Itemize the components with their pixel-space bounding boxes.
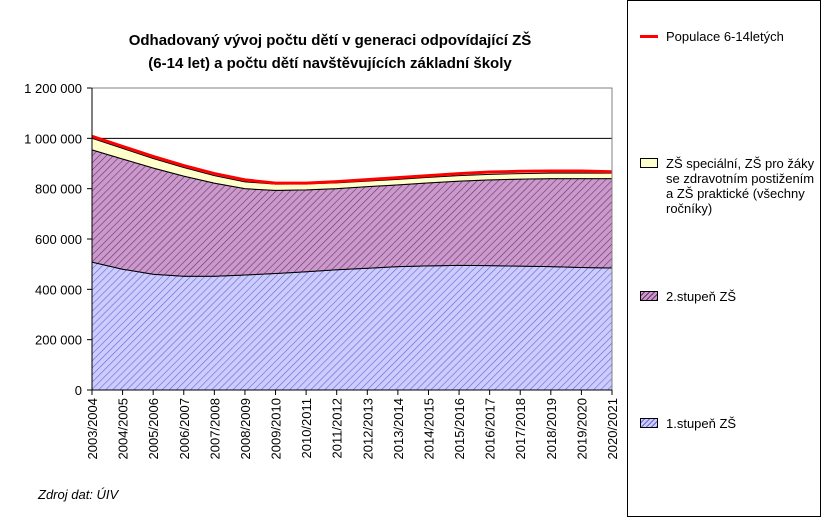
x-tick-label: 2004/2005	[116, 398, 131, 459]
x-tick-label: 2015/2016	[452, 398, 467, 459]
line	[91, 134, 613, 185]
x-tick-label: 2005/2006	[146, 398, 161, 459]
x-tick-label: 2009/2010	[269, 398, 284, 459]
legend: Populace 6-14letých ZŠ speciální, ZŠ pro …	[627, 0, 821, 517]
legend-swatch	[640, 418, 658, 428]
x-tick-label: 2008/2009	[238, 398, 253, 459]
source-note: Zdroj dat: ÚIV	[37, 487, 120, 502]
x-tick-label: 2010/2011	[299, 398, 314, 459]
x-tick-label: 2003/2004	[85, 398, 100, 459]
x-tick-label: 2016/2017	[483, 398, 498, 459]
x-tick-label: 2013/2014	[391, 398, 406, 459]
x-tick-label: 2017/2018	[513, 398, 528, 459]
y-tick-label: 0	[75, 383, 82, 398]
y-tick-label: 1 000 000	[24, 131, 82, 146]
chart-title: (6-14 let) a počtu dětí navštěvujících z…	[148, 55, 512, 72]
x-tick-label: 2014/2015	[421, 398, 436, 459]
legend-label: ZŠ speciální, ZŠ pro žáky se zdravotním …	[666, 156, 815, 216]
y-tick-label: 200 000	[35, 333, 82, 348]
x-tick-label: 2007/2008	[207, 398, 222, 459]
chart: Odhadovaný vývoj počtu dětí v generaci o…	[24, 31, 620, 502]
y-tick-label: 800 000	[35, 182, 82, 197]
legend-label: Populace 6-14letých	[666, 29, 784, 44]
x-tick-label: 2018/2019	[544, 398, 559, 459]
legend-swatch	[640, 291, 658, 301]
x-tick-label: 2020/2021	[605, 398, 620, 459]
x-tick-label: 2006/2007	[177, 398, 192, 459]
y-tick-label: 600 000	[35, 232, 82, 247]
legend-swatch	[640, 158, 658, 168]
chart-title: Odhadovaný vývoj počtu dětí v generaci o…	[129, 31, 532, 49]
x-tick-label: 2019/2020	[574, 398, 589, 459]
legend-swatch	[640, 35, 658, 38]
area	[91, 261, 613, 391]
legend-label: 2.stupeň ZŠ	[666, 289, 737, 304]
legend-label: 1.stupeň ZŠ	[666, 416, 737, 431]
y-tick-label: 1 200 000	[24, 81, 82, 96]
x-tick-label: 2011/2012	[330, 398, 345, 459]
x-tick-label: 2012/2013	[360, 398, 375, 459]
y-tick-label: 400 000	[35, 282, 82, 297]
